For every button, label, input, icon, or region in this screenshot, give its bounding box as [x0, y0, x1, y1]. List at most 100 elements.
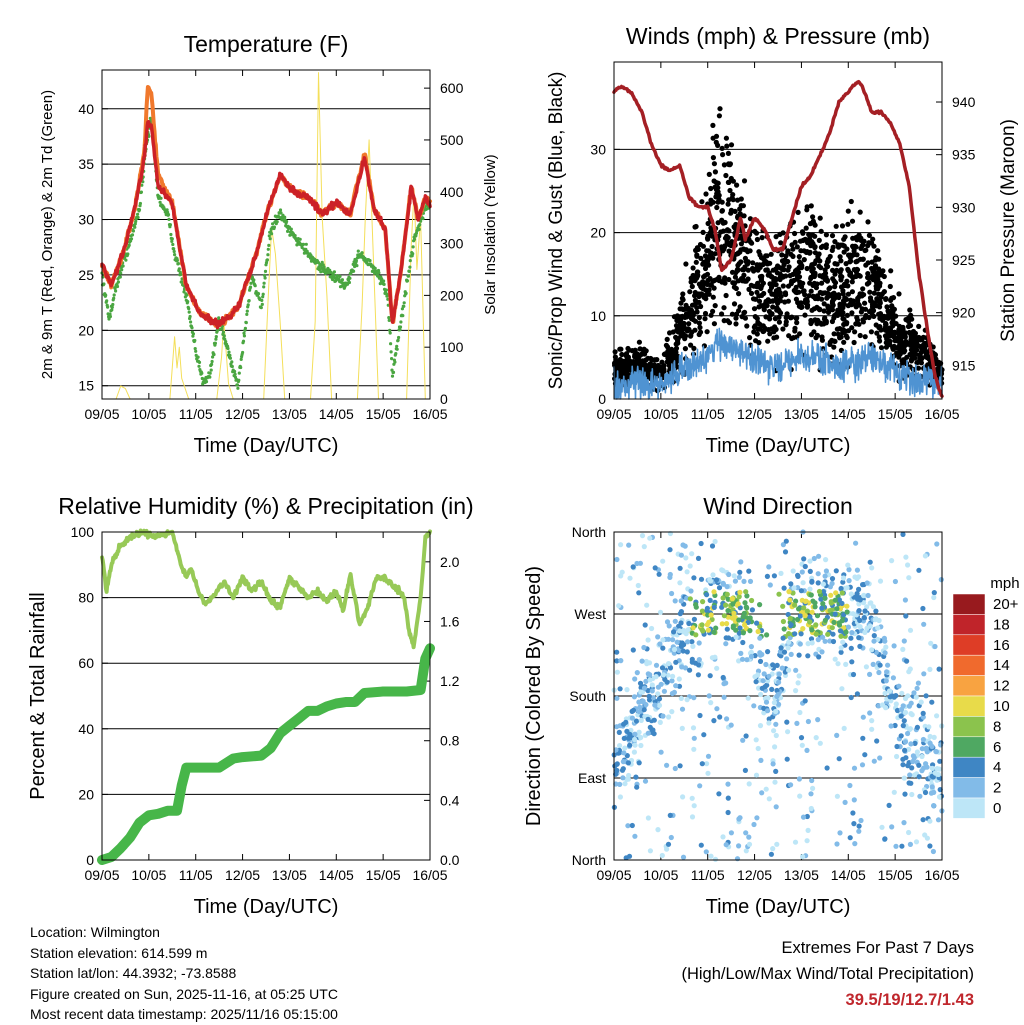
gust-point	[764, 267, 770, 273]
td-point	[221, 330, 225, 334]
direction-point	[710, 572, 716, 578]
direction-point	[736, 630, 742, 636]
direction-point	[786, 667, 792, 673]
direction-point	[784, 656, 790, 662]
direction-point	[846, 567, 852, 573]
direction-point	[676, 676, 682, 682]
td-point	[230, 364, 234, 369]
gust-point	[698, 255, 704, 261]
gust-point	[619, 351, 625, 358]
gust-point	[637, 346, 643, 352]
gust-point	[701, 259, 707, 265]
x-tick-label: 09/05	[84, 406, 119, 422]
direction-point	[724, 591, 730, 598]
direction-point	[747, 615, 753, 621]
gust-point	[741, 267, 747, 273]
direction-point	[907, 627, 914, 633]
gust-point	[846, 328, 852, 334]
direction-point	[933, 748, 939, 755]
gust-point	[796, 289, 802, 295]
direction-point	[650, 695, 657, 701]
direction-point	[720, 834, 726, 840]
gust-point	[860, 256, 866, 262]
direction-point	[815, 717, 821, 723]
direction-point	[736, 594, 742, 600]
direction-point	[807, 586, 813, 592]
td-point	[217, 316, 221, 320]
direction-point	[638, 689, 644, 695]
gust-point	[733, 285, 739, 292]
gust-point	[870, 308, 877, 314]
direction-point	[772, 779, 778, 785]
direction-point	[626, 772, 632, 779]
direction-point	[923, 761, 929, 767]
direction-point	[809, 627, 815, 633]
td-point	[204, 380, 209, 384]
direction-point	[736, 843, 742, 849]
gust-point	[697, 241, 704, 248]
direction-point	[884, 669, 890, 675]
colorbar-label: 12	[993, 678, 1010, 695]
direction-point	[706, 693, 712, 699]
direction-point	[734, 856, 741, 862]
direction-point	[919, 768, 925, 774]
direction-point	[856, 828, 862, 834]
direction-point	[890, 675, 897, 681]
td-point	[397, 335, 401, 340]
gust-point	[692, 318, 699, 324]
direction-point	[791, 585, 797, 591]
direction-point	[649, 688, 655, 694]
gust-point	[734, 311, 740, 317]
direction-point	[725, 608, 731, 614]
gust-point	[767, 288, 773, 294]
gust-point	[843, 261, 849, 267]
gust-point	[775, 263, 781, 269]
direction-point	[691, 575, 697, 581]
gust-point	[696, 320, 703, 326]
td-point	[246, 303, 250, 307]
direction-point	[741, 578, 747, 585]
plot-frame	[613, 531, 943, 861]
gust-point	[722, 275, 728, 281]
direction-point	[780, 603, 786, 609]
direction-point	[882, 650, 888, 656]
direction-point	[823, 568, 830, 574]
direction-point	[839, 590, 845, 596]
td-point	[283, 215, 287, 219]
direction-point	[659, 852, 665, 859]
direction-point	[723, 842, 729, 848]
gust-point	[712, 277, 718, 283]
x-tick-label: 14/05	[831, 406, 866, 422]
gust-point	[881, 289, 888, 295]
direction-point	[849, 630, 855, 636]
direction-point	[796, 606, 802, 612]
direction-point	[801, 556, 807, 562]
gust-point	[816, 263, 822, 269]
gust-point	[754, 236, 761, 243]
gust-point	[749, 265, 756, 272]
direction-point	[883, 700, 890, 706]
gust-point	[840, 291, 846, 297]
td-point	[261, 295, 265, 299]
gust-point	[819, 290, 825, 296]
direction-point	[797, 793, 803, 799]
direction-point	[747, 578, 754, 585]
direction-point	[929, 784, 935, 790]
gust-point	[865, 219, 871, 225]
direction-point	[889, 558, 895, 564]
gust-point	[688, 333, 694, 339]
direction-point	[708, 612, 714, 618]
direction-point	[682, 543, 688, 549]
direction-point	[920, 710, 926, 717]
direction-point	[692, 660, 699, 666]
direction-point	[637, 680, 644, 686]
direction-point	[813, 631, 819, 637]
gust-point	[711, 321, 718, 327]
gust-point	[757, 326, 763, 332]
gust-point	[743, 247, 749, 253]
gust-point	[878, 314, 884, 320]
direction-point	[774, 662, 780, 669]
direction-point	[841, 725, 847, 732]
gust-point	[825, 258, 831, 264]
direction-point	[644, 602, 650, 608]
